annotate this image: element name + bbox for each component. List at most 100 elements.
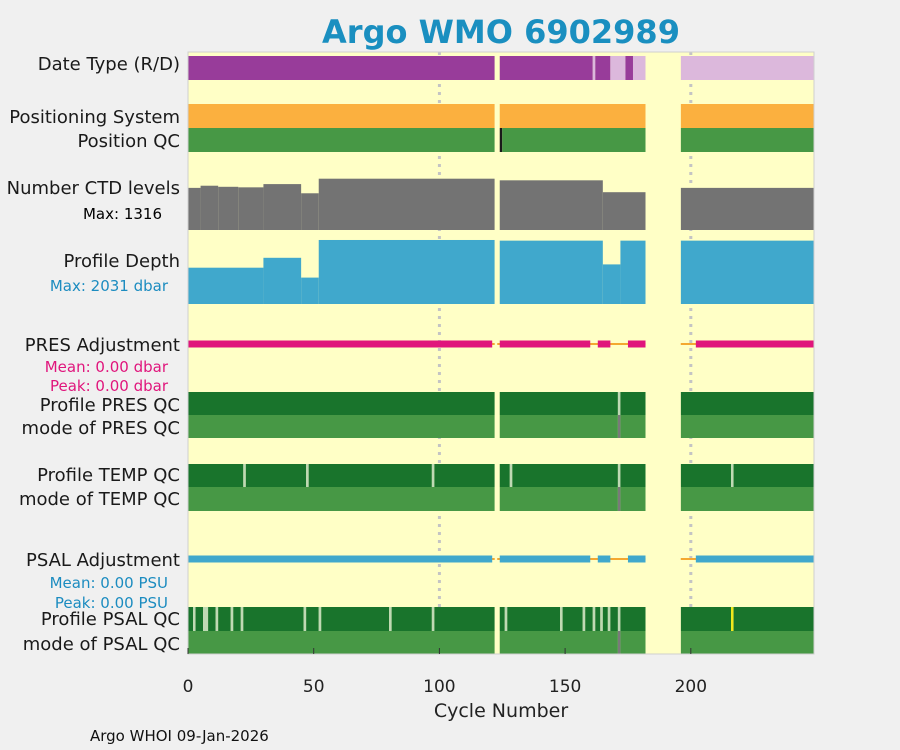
plot-frame xyxy=(187,51,815,655)
status-segment xyxy=(434,464,495,487)
footer-credit: Argo WHOI 09-Jan-2026 xyxy=(90,727,269,745)
no-data-gap xyxy=(645,52,681,654)
status-segment xyxy=(318,607,322,631)
status-segment xyxy=(507,607,561,631)
bar-mark xyxy=(301,277,319,304)
status-segment xyxy=(499,56,593,80)
status-segment xyxy=(585,607,593,631)
status-segment xyxy=(620,631,646,654)
status-segment xyxy=(595,56,611,80)
status-segment xyxy=(188,104,495,128)
adjustment-segment xyxy=(188,340,493,348)
adjustment-segment xyxy=(695,555,814,563)
row-labels: Date Type (R/D) Positioning System Positio… xyxy=(7,54,180,655)
bar-mark xyxy=(318,239,495,304)
no-data-gap xyxy=(494,52,498,654)
status-segment xyxy=(431,464,435,487)
status-segment xyxy=(617,415,621,438)
bar-mark xyxy=(188,267,264,304)
row-profile-depth xyxy=(188,239,814,304)
status-segment xyxy=(208,607,216,631)
status-segment xyxy=(218,607,231,631)
bar-mark xyxy=(602,264,621,304)
status-segment xyxy=(680,415,814,438)
row-label-profile-pres-qc: Profile PRES QC xyxy=(40,395,180,416)
plot-area xyxy=(187,51,815,655)
status-segment xyxy=(306,464,309,487)
bar-mark xyxy=(602,192,646,230)
status-segment xyxy=(607,607,611,631)
adjustment-segment xyxy=(499,555,591,563)
row-mode-psal-qc xyxy=(188,631,814,654)
status-segment xyxy=(502,128,646,152)
x-axis: 0 50 100 150 200 xyxy=(183,648,707,697)
plot-background xyxy=(188,52,814,654)
bar-mark xyxy=(499,240,603,304)
bar-mark xyxy=(301,193,319,230)
adjustment-segment xyxy=(627,555,646,563)
status-segment xyxy=(504,607,508,631)
adjustment-segment xyxy=(597,555,611,563)
chart-title: Argo WMO 6902989 xyxy=(322,13,680,51)
status-segment xyxy=(188,607,194,631)
row-stat-ctd-levels: Max: 1316 xyxy=(83,205,162,223)
x-tick-label: 150 xyxy=(549,677,581,697)
status-segment xyxy=(731,464,734,487)
status-segment xyxy=(617,607,621,631)
adjustment-segment xyxy=(597,340,611,348)
status-segment xyxy=(602,607,608,631)
status-segment xyxy=(610,607,618,631)
row-label-profile-depth: Profile Depth xyxy=(63,251,180,272)
bar-mark xyxy=(680,187,814,230)
status-segment xyxy=(499,104,646,128)
status-segment xyxy=(680,128,814,152)
status-segment xyxy=(188,128,495,152)
status-segment xyxy=(499,607,505,631)
row-profile-temp-qc xyxy=(188,464,814,487)
row-ctd-levels xyxy=(188,178,814,230)
status-segment xyxy=(680,607,732,631)
status-segment xyxy=(499,128,503,152)
status-segment xyxy=(620,415,646,438)
status-segment xyxy=(306,607,319,631)
bar-mark xyxy=(680,240,814,304)
status-segment xyxy=(592,56,596,80)
status-segment xyxy=(499,392,618,415)
row-stat-profile-depth: Max: 2031 dbar xyxy=(50,277,169,295)
status-segment xyxy=(562,607,583,631)
row-label-mode-pres-qc: mode of PRES QC xyxy=(22,418,180,439)
row-profile-pres-qc xyxy=(188,392,814,415)
row-label-pres-adjustment: PRES Adjustment xyxy=(25,335,180,356)
status-segment xyxy=(733,464,814,487)
status-segment xyxy=(499,415,618,438)
status-segment xyxy=(582,607,586,631)
status-segment xyxy=(592,607,596,631)
x-tick-label: 200 xyxy=(675,677,707,697)
row-label-position-qc: Position QC xyxy=(77,131,180,152)
status-segment xyxy=(499,464,510,487)
row-psal-adjustment xyxy=(188,555,814,563)
bar-mark xyxy=(620,240,646,304)
status-segment xyxy=(499,631,618,654)
status-segment xyxy=(193,607,196,631)
row-profile-psal-qc xyxy=(188,607,814,631)
row-label-mode-psal-qc: mode of PSAL QC xyxy=(23,634,180,655)
status-segment xyxy=(680,392,814,415)
status-segment xyxy=(617,631,621,654)
status-segment xyxy=(303,607,307,631)
row-label-positioning-system: Positioning System xyxy=(9,107,180,128)
row-mode-temp-qc xyxy=(188,487,814,511)
bar-mark xyxy=(499,180,603,230)
bar-mark xyxy=(188,187,201,230)
status-segment xyxy=(680,487,814,511)
status-segment xyxy=(620,487,646,511)
status-segment xyxy=(620,607,646,631)
adjustment-segment xyxy=(627,340,646,348)
status-segment xyxy=(188,487,495,511)
adjustment-segment xyxy=(499,340,591,348)
status-segment xyxy=(188,631,495,654)
status-segment xyxy=(509,464,513,487)
status-segment xyxy=(733,607,814,631)
status-segment xyxy=(600,607,603,631)
status-segment xyxy=(431,607,435,631)
